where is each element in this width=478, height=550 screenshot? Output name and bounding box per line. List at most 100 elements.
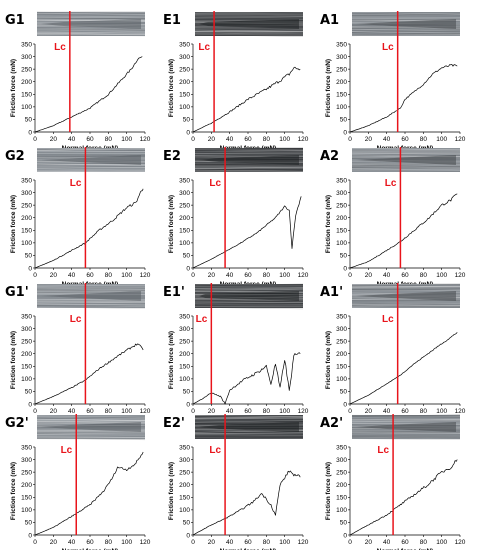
x-tick-label: 60 bbox=[244, 272, 252, 279]
micrograph-texture bbox=[36, 32, 146, 35]
micrograph-texture bbox=[194, 168, 304, 171]
y-tick-label: 150 bbox=[336, 495, 347, 502]
lc-label: Lc bbox=[209, 178, 221, 189]
micrograph-texture bbox=[194, 169, 304, 172]
panel-label: A2 bbox=[320, 149, 339, 164]
micrograph-texture bbox=[351, 30, 461, 33]
y-tick-label: 150 bbox=[21, 364, 32, 371]
friction-series-line bbox=[34, 56, 143, 133]
micrograph-texture bbox=[36, 29, 146, 32]
micrograph-texture bbox=[194, 31, 304, 34]
micrograph-texture bbox=[351, 438, 461, 440]
micrograph-texture bbox=[36, 303, 146, 305]
y-tick-label: 200 bbox=[21, 79, 32, 86]
micrograph-texture bbox=[351, 152, 461, 154]
x-tick-label: 40 bbox=[68, 539, 76, 546]
micrograph-texture bbox=[194, 303, 304, 306]
micrograph-texture bbox=[194, 421, 304, 424]
micrograph-texture bbox=[194, 421, 304, 424]
x-tick-label: 20 bbox=[208, 272, 216, 279]
x-tick-label: 20 bbox=[50, 272, 58, 279]
chart-panel-E2: E2050100150200250300350020406080100120No… bbox=[163, 147, 309, 288]
micrograph-texture bbox=[351, 287, 461, 290]
y-tick-label: 350 bbox=[336, 177, 347, 184]
micrograph-texture bbox=[36, 434, 146, 436]
micrograph-texture bbox=[351, 418, 461, 421]
x-tick-label: 0 bbox=[33, 408, 37, 415]
micrograph-texture bbox=[351, 164, 461, 167]
micrograph-texture bbox=[194, 415, 304, 418]
x-tick-label: 40 bbox=[68, 136, 76, 143]
micrograph-texture bbox=[194, 17, 304, 20]
micrograph-texture bbox=[194, 29, 304, 32]
micrograph-texture bbox=[36, 438, 146, 440]
micrograph-texture bbox=[351, 15, 461, 17]
y-tick-label: 250 bbox=[21, 469, 32, 476]
y-tick-label: 350 bbox=[336, 444, 347, 451]
micrograph-texture bbox=[36, 148, 146, 151]
y-tick-label: 300 bbox=[21, 457, 32, 464]
x-tick-label: 120 bbox=[298, 539, 309, 546]
micrograph-texture bbox=[351, 287, 461, 290]
micrograph-texture bbox=[351, 436, 461, 439]
y-tick-label: 250 bbox=[336, 202, 347, 209]
y-tick-label: 100 bbox=[21, 507, 32, 514]
micrograph-texture bbox=[194, 420, 304, 423]
y-tick-label: 0 bbox=[28, 401, 32, 408]
micrograph-texture bbox=[351, 431, 461, 434]
micrograph-texture bbox=[36, 287, 146, 290]
micrograph-texture bbox=[351, 300, 461, 302]
panel-label: G1' bbox=[5, 285, 29, 300]
micrograph-texture bbox=[194, 432, 304, 434]
micrograph-texture bbox=[36, 11, 146, 14]
micrograph-texture bbox=[351, 31, 461, 34]
micrograph-texture bbox=[36, 437, 146, 439]
micrograph-texture bbox=[194, 417, 304, 420]
y-tick-label: 300 bbox=[21, 54, 32, 61]
friction-series-line bbox=[192, 352, 301, 405]
micrograph-texture bbox=[36, 289, 146, 291]
micrograph-texture bbox=[194, 434, 304, 437]
chart-panel-E1p: E1'050100150200250300350020406080100120N… bbox=[163, 283, 309, 424]
x-tick-label: 100 bbox=[436, 408, 447, 415]
micrograph-texture bbox=[194, 286, 304, 288]
micrograph-texture bbox=[194, 415, 304, 417]
micrograph-texture bbox=[351, 167, 461, 169]
micrograph-texture bbox=[351, 284, 461, 287]
micrograph-texture bbox=[194, 303, 304, 306]
panel-label: E2' bbox=[163, 416, 185, 431]
micrograph-texture bbox=[194, 284, 304, 286]
y-tick-label: 100 bbox=[336, 104, 347, 111]
micrograph-texture bbox=[351, 34, 461, 36]
micrograph-texture bbox=[194, 148, 304, 151]
x-tick-label: 80 bbox=[105, 136, 113, 143]
micrograph-texture bbox=[194, 303, 304, 306]
micrograph-texture bbox=[36, 287, 146, 289]
x-tick-label: 80 bbox=[105, 539, 113, 546]
x-tick-label: 40 bbox=[383, 408, 391, 415]
lc-label: Lc bbox=[70, 178, 82, 189]
friction-series-line bbox=[34, 343, 144, 405]
lc-label: Lc bbox=[377, 445, 389, 456]
micrograph-texture bbox=[351, 32, 461, 34]
micrograph-texture bbox=[351, 434, 461, 436]
y-tick-label: 0 bbox=[28, 129, 32, 136]
y-tick-label: 150 bbox=[179, 495, 190, 502]
x-tick-label: 40 bbox=[226, 272, 234, 279]
micrograph-texture bbox=[351, 420, 461, 422]
chart-panel-A2: A2050100150200250300350020406080100120No… bbox=[320, 147, 466, 288]
x-tick-label: 80 bbox=[263, 408, 271, 415]
micrograph-texture bbox=[36, 284, 146, 287]
chart-panel-G2p: G2' 0 50 100 150 200 250 300 350 0 20 40 60 80 100 120 N… bbox=[5, 414, 151, 550]
y-axis-title: Friction force (mN) bbox=[168, 195, 175, 253]
micrograph-texture bbox=[36, 154, 146, 158]
panel-label: A1' bbox=[320, 285, 343, 300]
x-tick-label: 20 bbox=[365, 539, 373, 546]
chart-panel-A2p: A2' 0 50 100 150 200 250 300 350 0 20 40 60 80 100 120 N… bbox=[320, 414, 466, 550]
friction-series-line bbox=[34, 451, 144, 536]
micrograph-texture bbox=[351, 152, 461, 155]
micrograph-texture bbox=[36, 148, 146, 150]
micrograph-texture bbox=[36, 170, 146, 172]
micrograph-texture bbox=[194, 164, 304, 167]
x-tick-label: 80 bbox=[420, 539, 428, 546]
